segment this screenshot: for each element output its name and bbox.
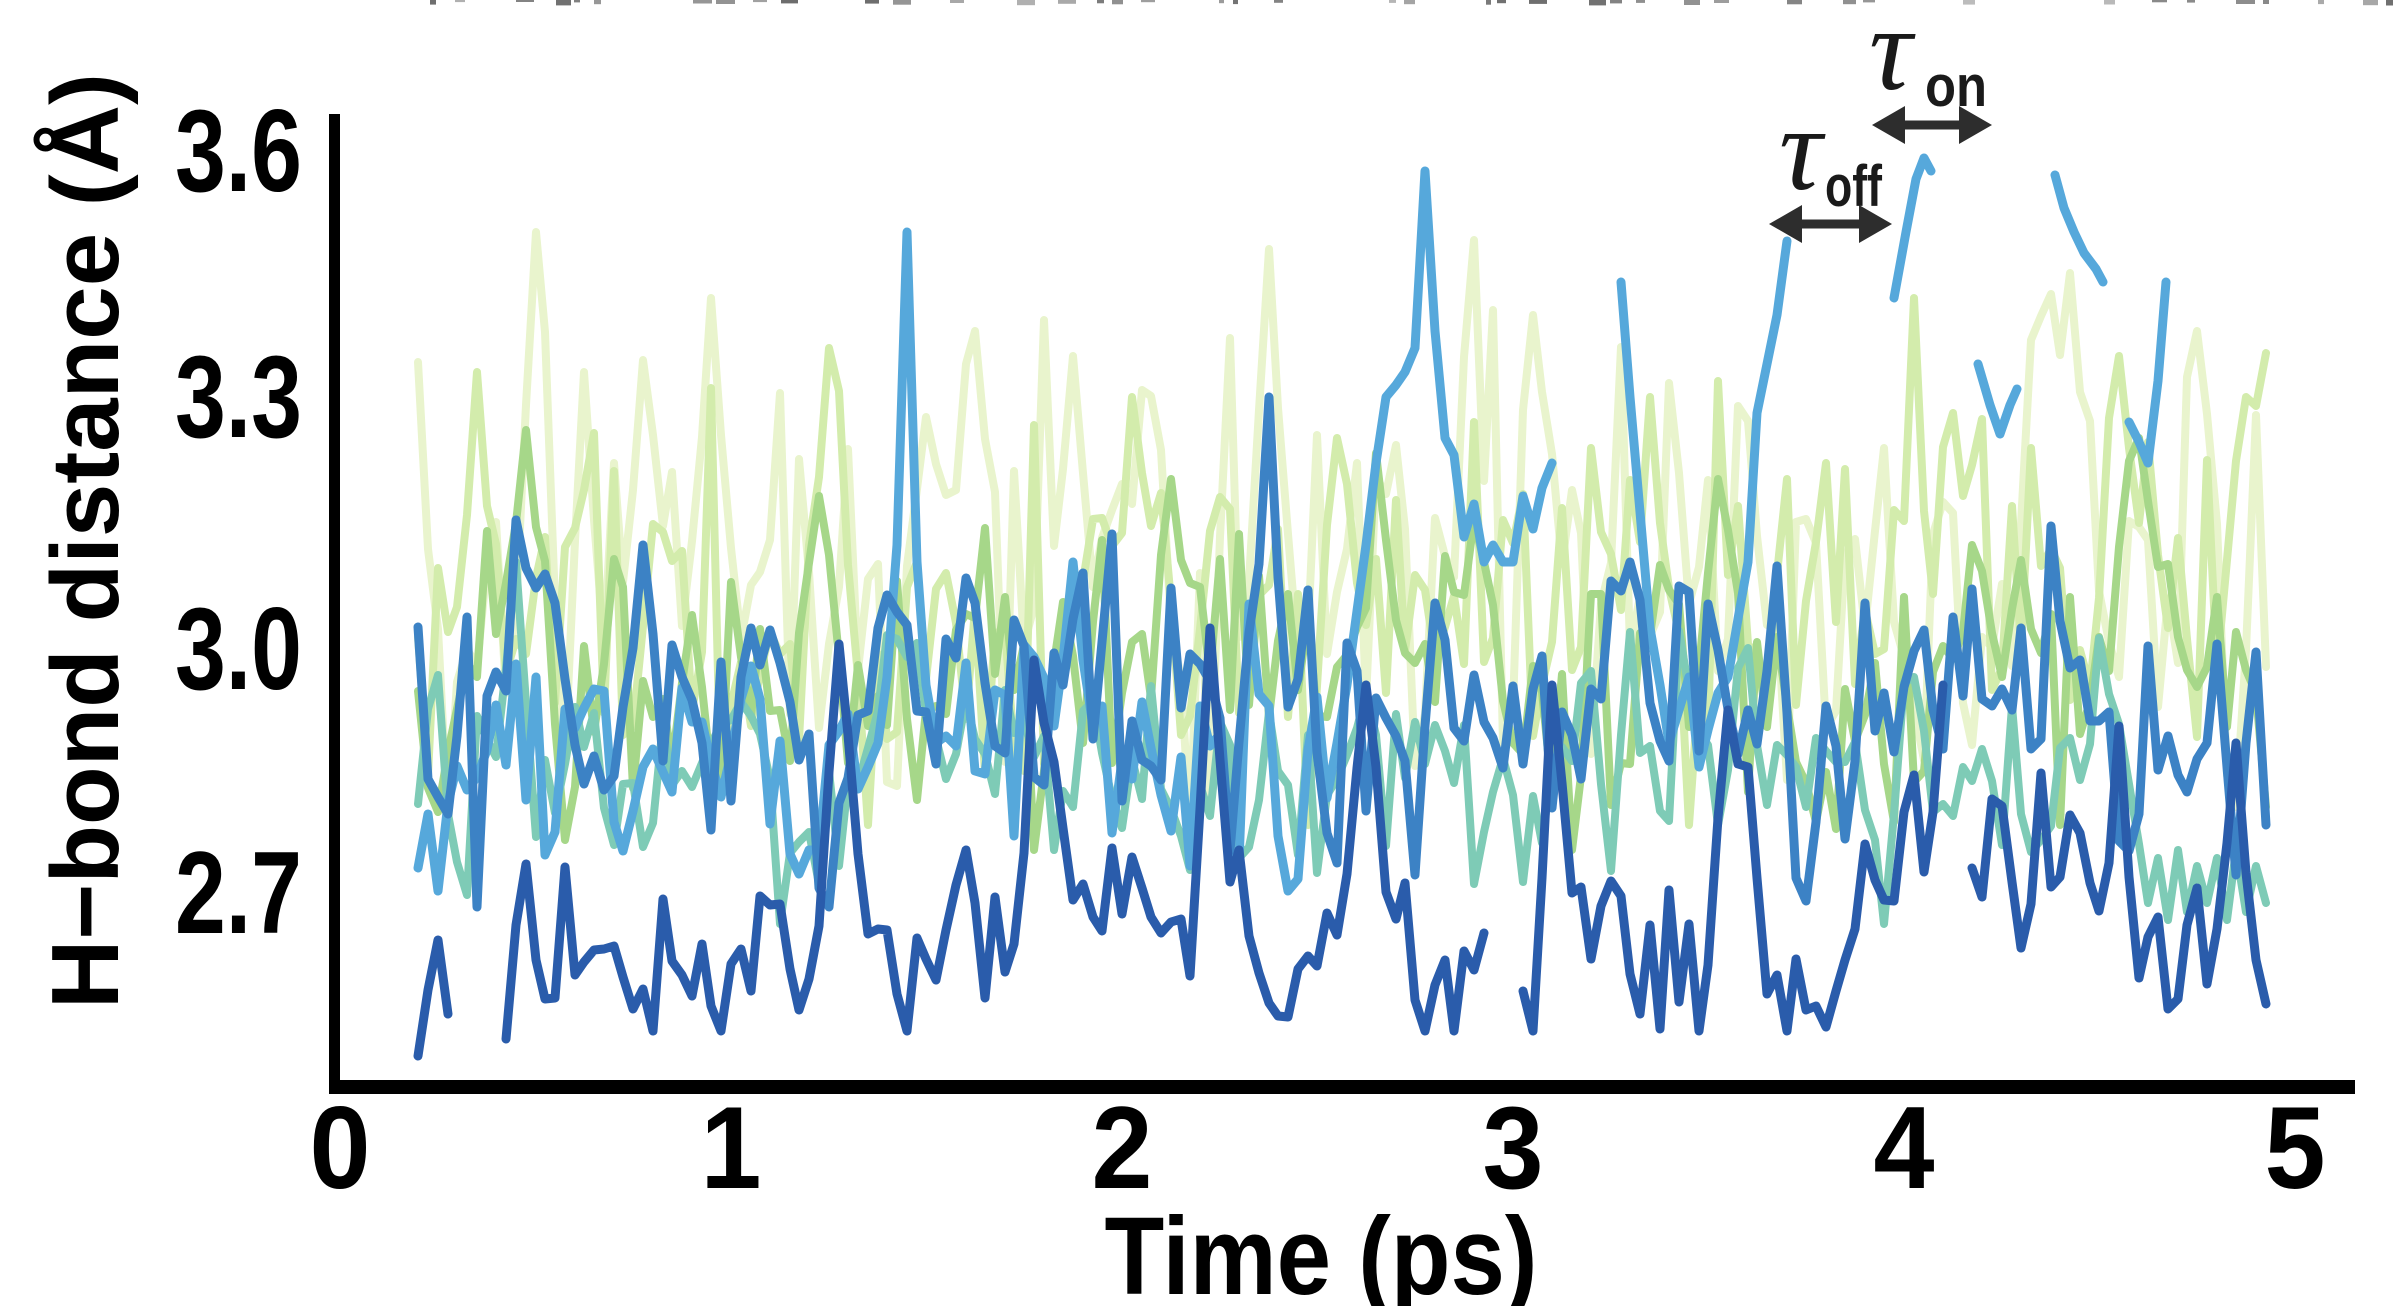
svg-text:Time (ps): Time (ps) bbox=[1105, 1195, 1538, 1306]
svg-text:3.3: 3.3 bbox=[175, 331, 302, 462]
svg-text:on: on bbox=[1925, 54, 1987, 119]
svg-text:4: 4 bbox=[1874, 1082, 1935, 1213]
svg-text:2: 2 bbox=[1092, 1082, 1153, 1213]
svg-text:3.6: 3.6 bbox=[175, 85, 302, 216]
svg-text:2.7: 2.7 bbox=[175, 827, 302, 958]
svg-text:3.0: 3.0 bbox=[175, 583, 302, 714]
svg-text:H−bond distance (Å): H−bond distance (Å) bbox=[32, 73, 139, 1009]
svg-text:τ: τ bbox=[1779, 82, 1826, 215]
svg-text:1: 1 bbox=[701, 1082, 762, 1213]
svg-text:off: off bbox=[1825, 154, 1883, 219]
svg-text:τ: τ bbox=[1869, 0, 1916, 115]
svg-text:0: 0 bbox=[310, 1082, 371, 1213]
svg-text:5: 5 bbox=[2265, 1082, 2326, 1213]
svg-text:3: 3 bbox=[1483, 1082, 1544, 1213]
